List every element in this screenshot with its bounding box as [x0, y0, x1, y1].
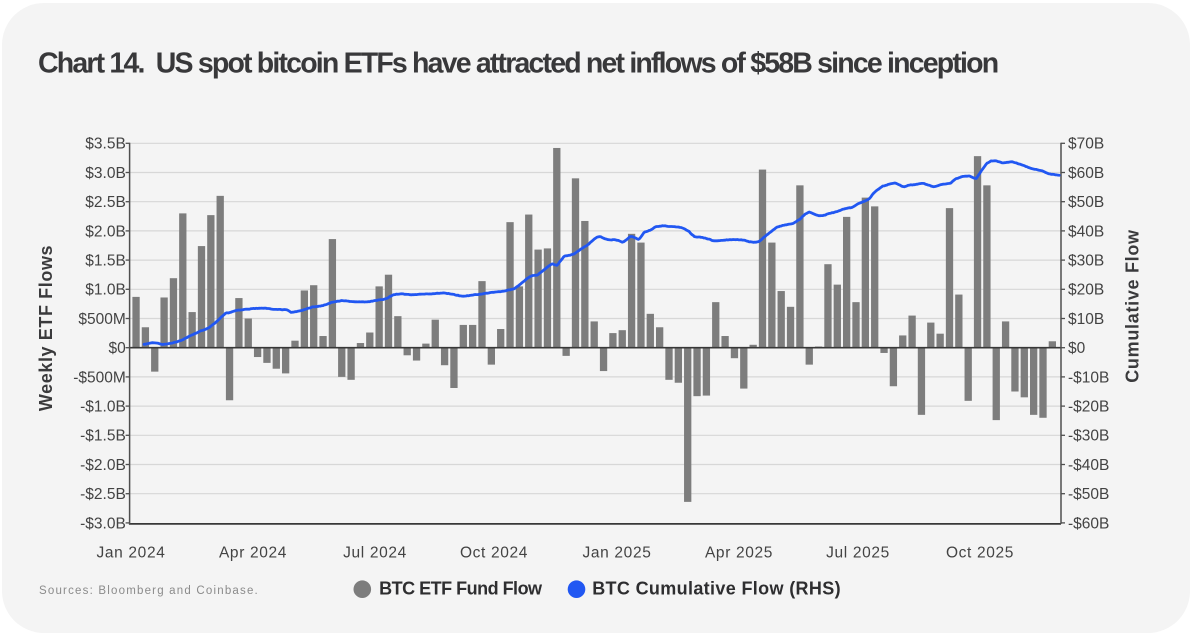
svg-text:Oct 2024: Oct 2024 [460, 544, 528, 561]
svg-text:-$50B: -$50B [1068, 486, 1109, 503]
svg-text:-$3.0B: -$3.0B [80, 515, 126, 532]
svg-text:-$500M: -$500M [73, 369, 126, 386]
svg-text:$500M: $500M [78, 311, 125, 328]
svg-text:BTC Cumulative Flow (RHS): BTC Cumulative Flow (RHS) [592, 579, 841, 599]
svg-text:$40B: $40B [1068, 223, 1104, 240]
svg-text:$1.0B: $1.0B [85, 282, 126, 299]
svg-text:Jul 2024: Jul 2024 [343, 544, 407, 561]
svg-text:Apr 2025: Apr 2025 [705, 544, 773, 561]
svg-text:Cumulative Flow: Cumulative Flow [1123, 229, 1143, 383]
svg-text:$30B: $30B [1068, 253, 1104, 270]
svg-text:$3.0B: $3.0B [85, 165, 126, 182]
svg-text:Jul 2025: Jul 2025 [826, 544, 890, 561]
svg-text:-$40B: -$40B [1068, 457, 1109, 474]
svg-text:$2.0B: $2.0B [85, 223, 126, 240]
svg-text:Weekly ETF Flows: Weekly ETF Flows [36, 245, 56, 411]
svg-text:-$60B: -$60B [1068, 515, 1109, 532]
svg-text:$50B: $50B [1068, 194, 1104, 211]
svg-text:Jan 2024: Jan 2024 [97, 544, 166, 561]
svg-text:$3.5B: $3.5B [85, 136, 126, 153]
svg-text:Chart 14. US spot bitcoin ETF: Chart 14. US spot bitcoin ETFs have attr… [38, 48, 998, 80]
svg-text:Jan 2025: Jan 2025 [583, 544, 652, 561]
svg-text:-$2.5B: -$2.5B [80, 486, 126, 503]
svg-text:Apr 2024: Apr 2024 [219, 544, 287, 561]
svg-text:-$1.5B: -$1.5B [80, 428, 126, 445]
svg-text:-$30B: -$30B [1068, 428, 1109, 445]
svg-text:Oct 2025: Oct 2025 [946, 544, 1014, 561]
svg-text:$1.5B: $1.5B [85, 253, 126, 270]
svg-text:-$1.0B: -$1.0B [80, 399, 126, 416]
svg-text:BTC ETF Fund Flow: BTC ETF Fund Flow [379, 579, 543, 599]
svg-text:-$10B: -$10B [1068, 369, 1109, 386]
svg-text:Sources: Bloomberg and Coinbas: Sources: Bloomberg and Coinbase. [39, 585, 259, 597]
svg-text:-$2.0B: -$2.0B [80, 457, 126, 474]
svg-text:$60B: $60B [1068, 165, 1104, 182]
svg-text:-$20B: -$20B [1068, 399, 1109, 416]
svg-text:$2.5B: $2.5B [85, 194, 126, 211]
svg-text:$10B: $10B [1068, 311, 1104, 328]
svg-text:$0: $0 [109, 340, 127, 357]
svg-text:$20B: $20B [1068, 282, 1104, 299]
svg-text:$0: $0 [1068, 340, 1086, 357]
svg-text:$70B: $70B [1068, 136, 1104, 153]
